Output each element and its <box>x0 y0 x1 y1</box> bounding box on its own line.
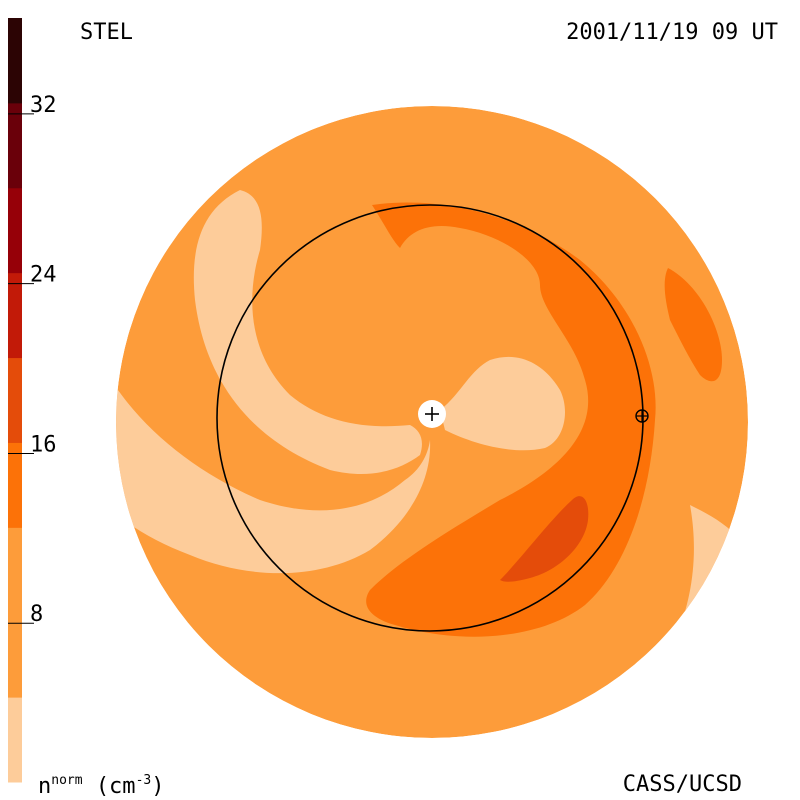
low-density-band-southwest <box>116 360 431 574</box>
colorbar-level-1 <box>8 527 22 698</box>
colorbar-tick-label-3: 32 <box>30 93 57 118</box>
colorbar-tick-label-1: 16 <box>30 432 57 457</box>
colorbar-level-3 <box>8 357 22 443</box>
unit-open: (cm <box>95 774 136 799</box>
colorbar-level-0 <box>8 697 22 783</box>
colorbar-units-label: nnorm (cm-3) <box>38 774 164 798</box>
unit-exponent: -3 <box>135 773 152 788</box>
enhanced-patch-east <box>664 268 722 382</box>
quantity-superscript: norm <box>51 773 83 788</box>
colorbar <box>8 18 22 783</box>
timestamp-label: 2001/11/19 09 UT <box>566 20 778 45</box>
colorbar-level-6 <box>8 102 22 189</box>
credit-label: CASS/UCSD <box>622 772 742 797</box>
colorbar-level-7 <box>8 18 22 104</box>
quantity-symbol: n <box>38 774 52 799</box>
colorbar-level-2 <box>8 442 22 528</box>
colorbar-level-5 <box>8 187 22 274</box>
unit-close: ) <box>151 774 165 799</box>
low-density-lobe-east <box>440 356 565 451</box>
low-density-band-west <box>193 190 422 475</box>
enhanced-peak <box>500 496 589 582</box>
colorbar-ticks: 8 16 24 32 <box>8 93 57 627</box>
observatory-label: STEL <box>80 20 133 45</box>
colorbar-level-4 <box>8 272 22 359</box>
sun-marker <box>418 400 446 428</box>
earth-marker <box>635 409 649 423</box>
colorbar-tick-label-0: 8 <box>30 602 43 627</box>
colorbar-tick-label-2: 24 <box>30 263 57 288</box>
earth-orbit-circle <box>216 204 644 632</box>
